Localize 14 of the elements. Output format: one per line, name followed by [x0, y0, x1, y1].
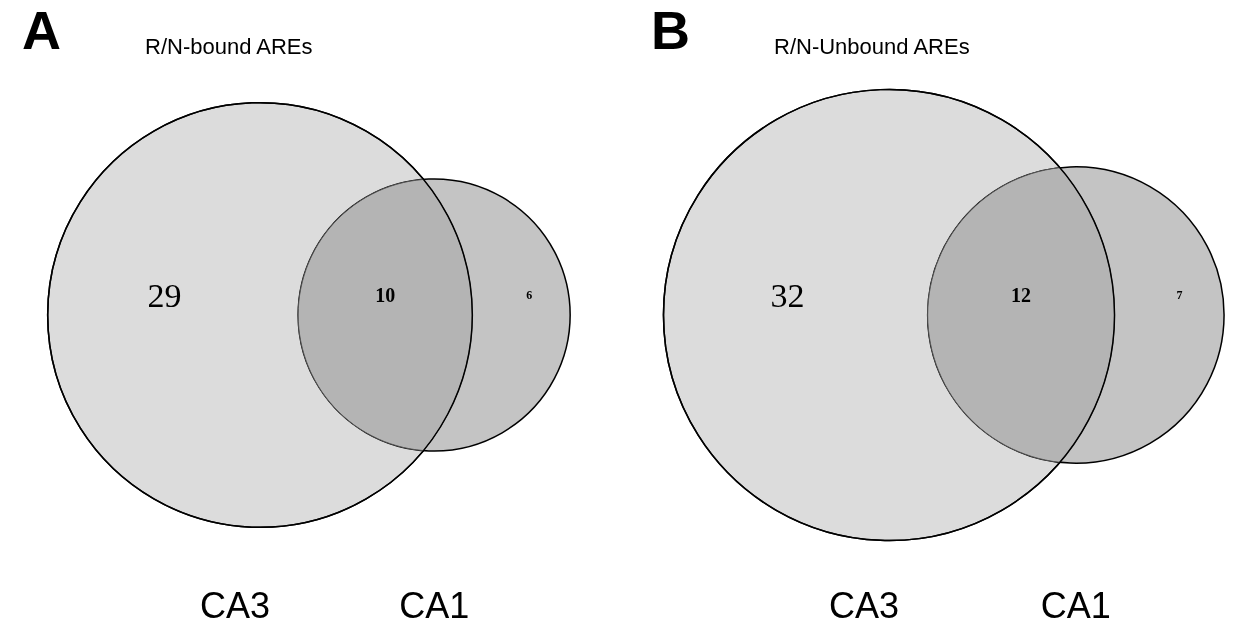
text: R/N-Unbound AREs	[774, 33, 970, 59]
text: A	[22, 0, 61, 60]
data-label: 32	[770, 276, 805, 314]
category-label: CA3	[828, 584, 900, 626]
text: R/N-bound AREs	[145, 33, 313, 59]
category-label: CA3	[199, 584, 271, 626]
data-label: 12	[1011, 284, 1032, 306]
category-label: CA1	[399, 584, 470, 626]
data-label: 7	[1176, 288, 1183, 302]
data-label: 10	[375, 284, 396, 306]
data-label: 29	[147, 276, 182, 314]
category-label: CA1	[1040, 584, 1111, 626]
text: B	[651, 0, 690, 60]
data-label: 6	[526, 288, 533, 302]
